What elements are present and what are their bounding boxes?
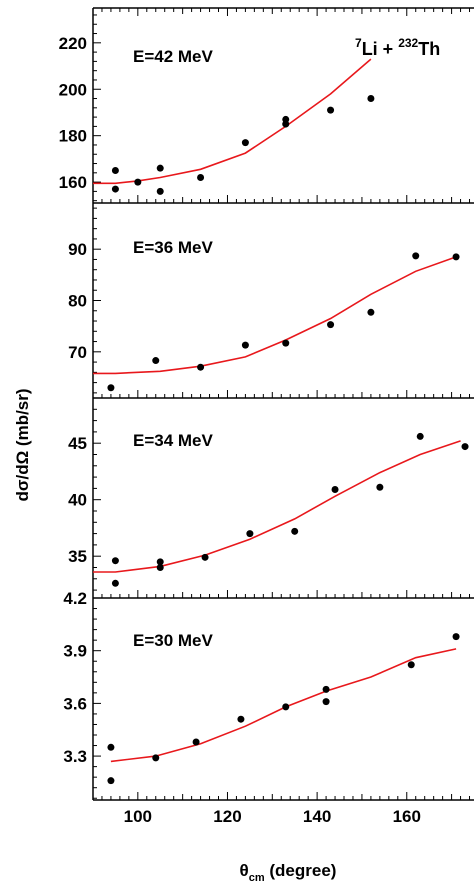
data-point	[157, 558, 164, 565]
data-point	[242, 139, 249, 146]
data-point	[152, 754, 159, 761]
fit-curve	[93, 441, 461, 572]
y-tick-label: 90	[68, 240, 87, 259]
panel-2: 70 80 90 E=36 MeV	[68, 203, 474, 398]
data-point	[453, 253, 460, 260]
data-point	[412, 252, 419, 259]
y-tick-label: 3.6	[63, 694, 87, 713]
data-point	[112, 580, 119, 587]
x-axis-title-main: θ	[240, 861, 249, 880]
data-point	[107, 744, 114, 751]
fit-curve	[93, 59, 371, 183]
y-tick-label: 70	[68, 343, 87, 362]
data-point	[197, 364, 204, 371]
y-axis-title: dσ/dΩ (mb/sr)	[13, 388, 32, 501]
y-tick-label: 3.3	[63, 747, 87, 766]
x-tick-label: 100	[124, 807, 152, 826]
y-tick-label: 200	[59, 80, 87, 99]
data-point	[107, 384, 114, 391]
data-point	[408, 661, 415, 668]
data-point	[193, 739, 200, 746]
data-point	[327, 107, 334, 114]
panel-4: 3.3 3.6 3.9 4.2 E=30 MeV 100 120 140 160	[63, 589, 474, 826]
energy-label: E=42 MeV	[133, 47, 214, 66]
reaction-label: 7Li + 232Th	[355, 36, 440, 59]
data-point	[367, 95, 374, 102]
data-point	[246, 530, 253, 537]
data-point	[327, 321, 334, 328]
y-tick-label: 180	[59, 127, 87, 146]
x-tick-label: 120	[213, 807, 241, 826]
panel-3: 35 40 45 E=34 MeV	[68, 398, 474, 598]
reaction-target-super: 232	[398, 36, 418, 50]
y-tick-label: 80	[68, 292, 87, 311]
data-point	[462, 443, 469, 450]
data-point	[237, 716, 244, 723]
y-tick-label: 160	[59, 173, 87, 192]
x-axis-title: θcm (degree)	[240, 861, 337, 884]
data-point	[112, 557, 119, 564]
energy-label: E=30 MeV	[133, 631, 214, 650]
y-tick-label: 4.2	[63, 589, 87, 608]
x-tick-label: 160	[393, 807, 421, 826]
chart-panels: 160 180 200 220 E=42 MeV 70 80 90 E=36 MeV 35 40 45…	[59, 8, 474, 826]
data-point	[417, 433, 424, 440]
data-point	[112, 167, 119, 174]
data-point	[376, 484, 383, 491]
data-point	[291, 528, 298, 535]
data-point	[107, 777, 114, 784]
y-tick-label: 40	[68, 491, 87, 510]
y-tick-label: 35	[68, 547, 87, 566]
data-point	[323, 698, 330, 705]
fit-curve	[93, 257, 456, 374]
y-tick-label: 220	[59, 34, 87, 53]
y-tick-label: 3.9	[63, 642, 87, 661]
y-tick-label: 45	[68, 434, 87, 453]
energy-label: E=34 MeV	[133, 431, 214, 450]
data-point	[197, 174, 204, 181]
x-axis-title-rest: (degree)	[265, 861, 337, 880]
data-point	[152, 357, 159, 364]
data-point	[242, 342, 249, 349]
data-point	[323, 686, 330, 693]
data-point	[367, 309, 374, 316]
data-point	[282, 340, 289, 347]
data-point	[453, 633, 460, 640]
data-point	[157, 188, 164, 195]
energy-label: E=36 MeV	[133, 238, 214, 257]
reaction-pre: Li +	[362, 39, 399, 59]
data-point	[202, 554, 209, 561]
data-point	[332, 486, 339, 493]
x-axis-title-sub: cm	[249, 872, 265, 884]
data-point	[282, 703, 289, 710]
x-tick-label: 140	[303, 807, 331, 826]
data-point	[157, 165, 164, 172]
data-point	[112, 186, 119, 193]
reaction-target: Th	[418, 39, 440, 59]
data-point	[282, 116, 289, 123]
data-point	[134, 179, 141, 186]
